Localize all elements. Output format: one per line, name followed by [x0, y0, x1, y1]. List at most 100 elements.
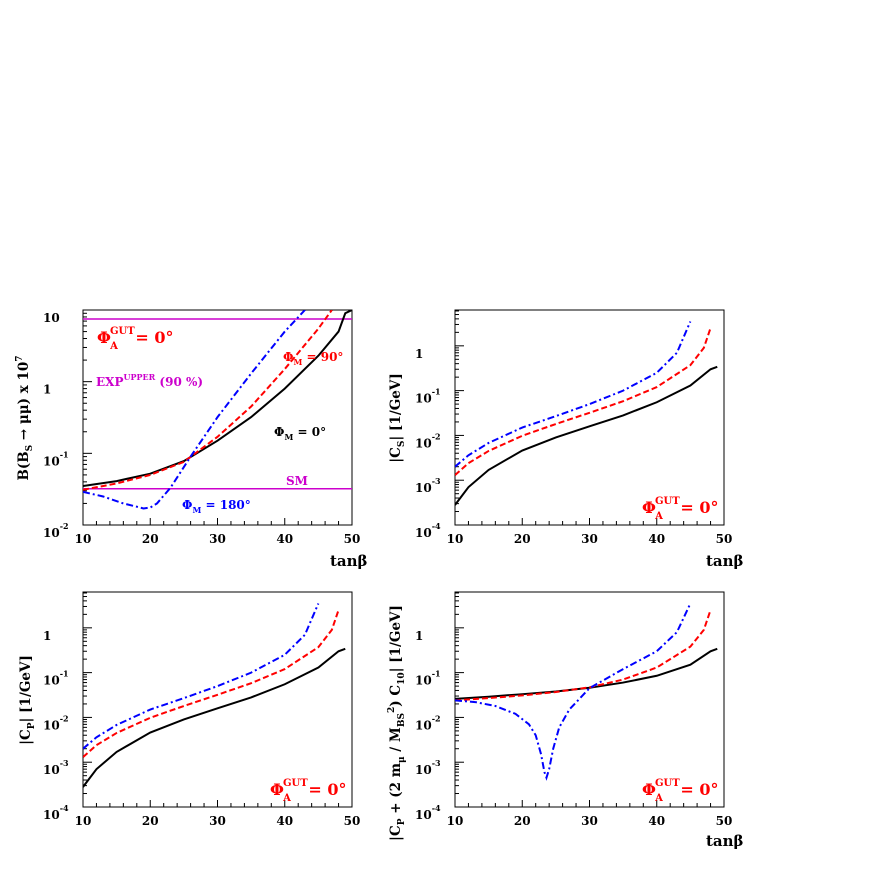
y-tick-base: 10: [43, 718, 60, 732]
series-black-solid: [83, 310, 352, 487]
y-tick-label: 10-4: [415, 803, 441, 822]
x-tick-label: 50: [716, 532, 733, 546]
series-red-dashed: [455, 609, 712, 702]
x-axis-label: tanβ: [330, 552, 368, 570]
sm-label: SM: [286, 474, 308, 488]
y-tick-base: 1: [415, 347, 423, 361]
annotation-phi: Φ: [97, 328, 111, 347]
annotation-superscript: GUT: [110, 326, 135, 337]
y-tick-label: 10-2: [415, 431, 441, 450]
y-label-subscript: P: [27, 722, 37, 729]
y-axis-label: B(BS → μμ) x 107: [15, 355, 35, 480]
y-tick-label: 10-2: [43, 713, 69, 732]
phi-m-value: = 180°: [201, 498, 250, 512]
y-tick-exponent: -2: [432, 431, 441, 441]
y-label-superscript: 7: [15, 355, 25, 361]
annotation-value: = 0°: [130, 328, 174, 347]
y-tick-base: 10: [43, 674, 60, 688]
annotation-subscript: A: [654, 511, 663, 522]
y-tick-label: 1: [415, 347, 423, 361]
y-tick-base: 10: [415, 763, 432, 777]
y-tick-base: 10: [415, 481, 432, 495]
phi-a-gut-annotation: ΦGUT A = 0°: [642, 778, 719, 804]
y-tick-base: 10: [415, 718, 432, 732]
y-tick-exponent: -4: [60, 803, 69, 813]
exp-upper-label: EXPUPPER (90 %): [96, 372, 203, 389]
annotation-phi: Φ: [642, 498, 656, 517]
y-tick-label: 1: [415, 629, 423, 643]
series-black-solid: [83, 647, 346, 788]
y-tick-exponent: -1: [60, 669, 69, 679]
phi-m-180-label: ΦM = 180°: [182, 498, 251, 515]
y-tick-label: 1: [43, 383, 51, 397]
series-blue-dashdot: [83, 310, 306, 510]
y-axis-label: |CP + (2 mμ / MBS2) C10| [1/GeV]: [387, 605, 407, 841]
phi-m-subscript: M: [192, 505, 201, 515]
y-tick-base: 1: [43, 629, 51, 643]
exp-label-base: EXP: [96, 375, 123, 389]
phi-a-gut-annotation: ΦGUT A = 0°: [97, 326, 174, 352]
x-tick-label: 40: [276, 814, 293, 828]
x-axis-label: tanβ: [706, 552, 744, 570]
y-tick-label: 10-3: [415, 758, 441, 777]
series-black-solid: [455, 365, 718, 506]
y-tick-base: 10: [415, 674, 432, 688]
y-tick-label: 1: [43, 629, 51, 643]
y-tick-label: 10-3: [43, 758, 69, 777]
y-tick-exponent: -3: [432, 476, 441, 486]
x-axis-label: tanβ: [706, 832, 744, 850]
y-tick-exponent: -2: [432, 713, 441, 723]
y-label-text: / M: [388, 727, 404, 756]
y-tick-exponent: -3: [432, 758, 441, 768]
x-tick-label: 10: [75, 814, 92, 828]
y-tick-label: 10-2: [43, 521, 69, 540]
series-blue-dashdot: [83, 603, 320, 750]
exp-label-superscript: UPPER: [123, 372, 155, 382]
x-tick-label: 50: [344, 532, 361, 546]
plot-frame: [82, 591, 353, 808]
y-tick-base: 10: [43, 526, 60, 540]
series-blue-dashdot: [455, 321, 692, 468]
y-tick-base: 10: [415, 526, 432, 540]
y-tick-exponent: -2: [60, 713, 69, 723]
x-tick-label: 40: [276, 532, 293, 546]
x-tick-label: 30: [209, 532, 226, 546]
y-label-text: | [1/GeV]: [388, 373, 404, 440]
y-tick-base: 1: [43, 383, 51, 397]
y-tick-label: 10: [43, 311, 60, 325]
y-label-superscript: 2: [387, 707, 397, 713]
annotation-superscript: GUT: [655, 778, 680, 789]
annotation-subscript: A: [109, 341, 118, 352]
phi-m-base: Φ: [182, 498, 192, 512]
annotation-phi: Φ: [642, 780, 656, 799]
annotation-superscript: GUT: [283, 778, 308, 789]
y-label-text: B(B: [16, 451, 32, 480]
x-tick-label: 30: [581, 532, 598, 546]
phi-m-value: = 0°: [293, 425, 326, 439]
annotation-superscript: GUT: [655, 496, 680, 507]
x-tick-label: 10: [447, 814, 464, 828]
exp-label-cl: (90 %): [155, 375, 203, 389]
y-tick-base: 10: [43, 763, 60, 777]
phi-m-0-label: ΦM = 0°: [274, 425, 326, 442]
y-axis-label: |CS| [1/GeV]: [388, 373, 407, 462]
y-tick-label: 10-1: [415, 669, 441, 688]
y-tick-exponent: -4: [432, 803, 441, 813]
y-label-text: ) C: [388, 685, 404, 707]
phi-m-base: Φ: [274, 425, 284, 439]
y-tick-label: 10-1: [43, 449, 69, 468]
y-label-text: |C: [388, 447, 404, 463]
y-tick-exponent: -1: [60, 449, 69, 459]
phi-a-gut-annotation: ΦGUT A = 0°: [642, 496, 719, 522]
phi-a-gut-annotation: ΦGUT A = 0°: [270, 778, 347, 804]
y-tick-base: 1: [415, 629, 423, 643]
x-tick-label: 10: [75, 532, 92, 546]
y-label-subscript: μ: [397, 756, 407, 763]
x-tick-label: 30: [209, 814, 226, 828]
plot-frame: [454, 309, 725, 526]
series-red-dashed: [83, 310, 333, 491]
